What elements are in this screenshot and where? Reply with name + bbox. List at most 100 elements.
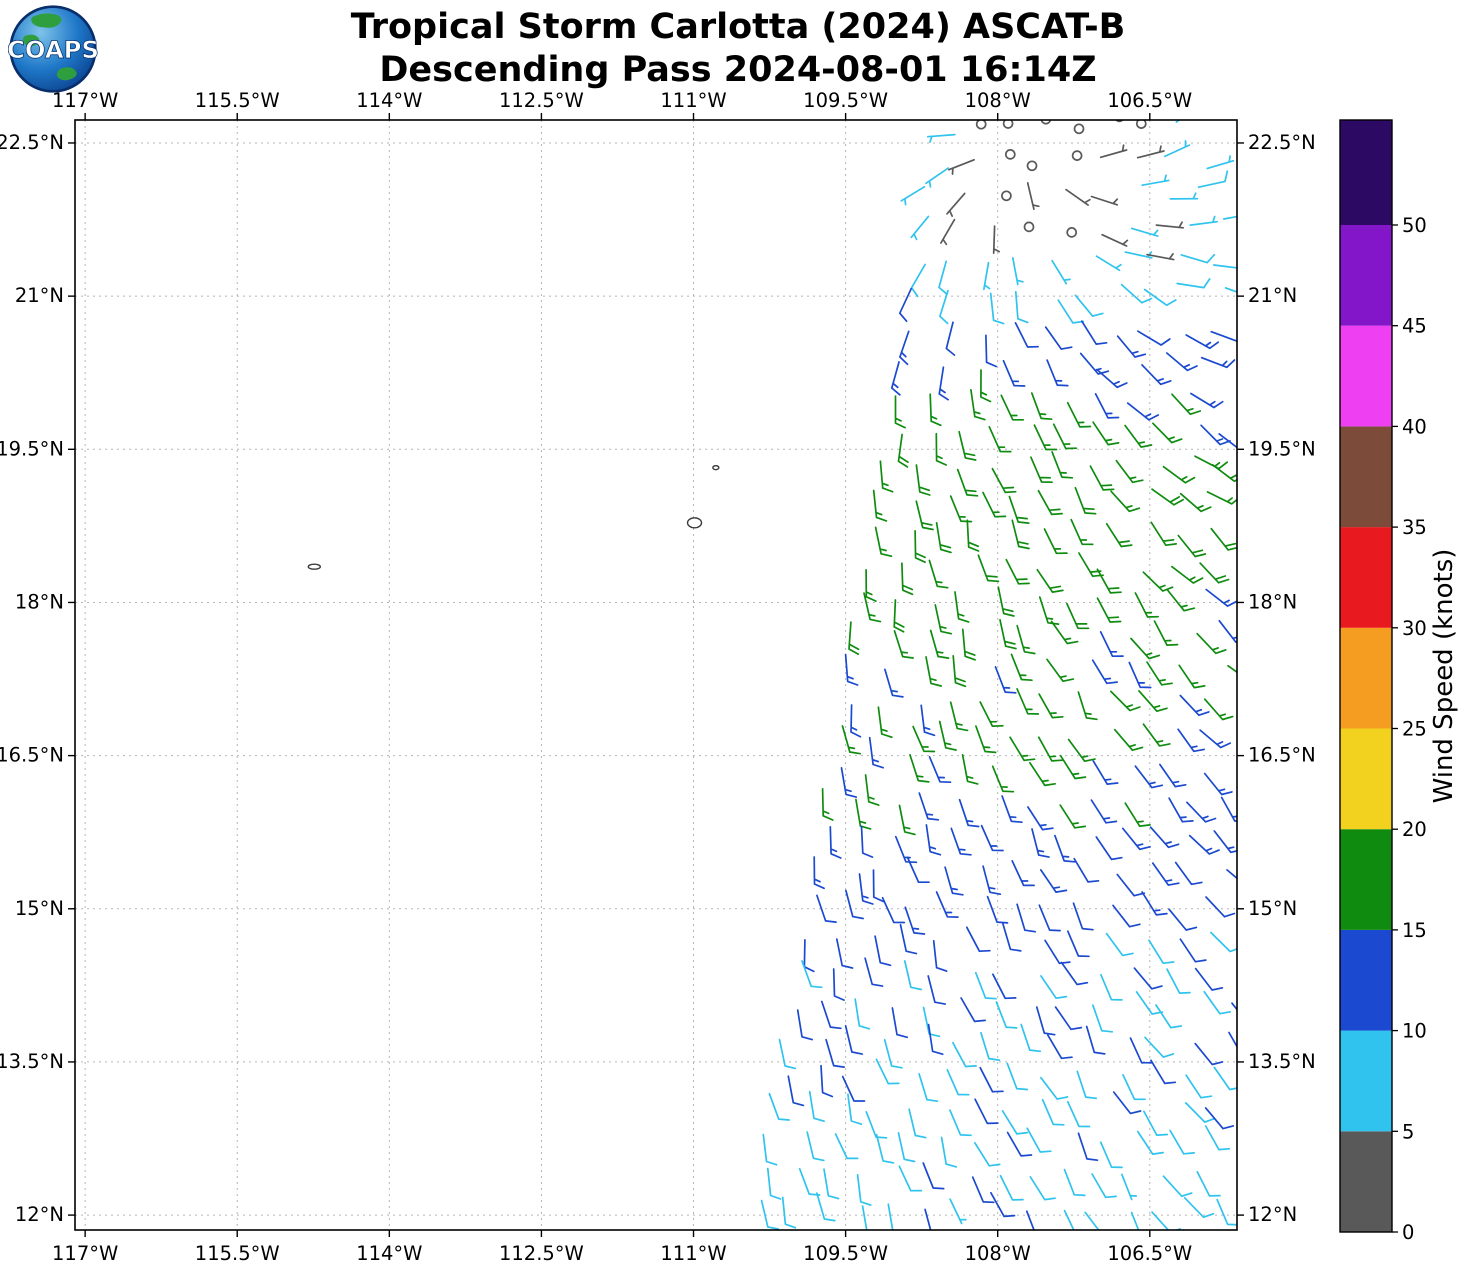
wind-barb bbox=[910, 263, 926, 298]
wind-barb bbox=[840, 766, 858, 798]
wind-barb bbox=[1040, 975, 1068, 1000]
wind-barb bbox=[1038, 904, 1061, 932]
wind-barb bbox=[768, 1092, 790, 1121]
wind-barb bbox=[1204, 1125, 1231, 1151]
wind-barb bbox=[1067, 738, 1096, 763]
wind-barb bbox=[1210, 527, 1237, 551]
x-tick-label-bottom: 117°W bbox=[52, 1242, 118, 1264]
y-tick-label-left: 18°N bbox=[15, 590, 64, 613]
wind-barb bbox=[1011, 257, 1024, 286]
wind-barb bbox=[974, 971, 997, 1000]
wind-barb bbox=[1014, 322, 1039, 348]
island-outline bbox=[307, 563, 321, 570]
wind-barb bbox=[1099, 631, 1124, 658]
wind-barb bbox=[1216, 1198, 1237, 1226]
wind-barb bbox=[1168, 908, 1198, 931]
wind-barb bbox=[813, 856, 825, 890]
wind-barb bbox=[1115, 459, 1144, 484]
colorbar-band bbox=[1340, 1131, 1392, 1232]
wind-barb bbox=[1080, 320, 1108, 345]
wind-barb bbox=[1033, 424, 1058, 451]
wind-barb bbox=[1136, 145, 1165, 159]
wind-barb bbox=[1162, 1175, 1193, 1198]
wind-barb bbox=[1203, 990, 1232, 1015]
wind-barb bbox=[860, 825, 874, 858]
wind-barb bbox=[960, 997, 986, 1023]
wind-barb bbox=[808, 1090, 825, 1123]
wind-barb bbox=[958, 430, 977, 461]
x-tick-label-top: 106.5°W bbox=[1107, 89, 1192, 112]
wind-barb bbox=[1002, 120, 1014, 129]
wind-barb bbox=[1115, 120, 1124, 123]
wind-barb bbox=[798, 1167, 821, 1196]
wind-barb bbox=[1029, 761, 1056, 787]
wind-barb bbox=[1006, 1062, 1029, 1091]
wind-barb bbox=[1036, 568, 1064, 593]
wind-barb bbox=[1185, 1074, 1213, 1099]
wind-barb bbox=[1179, 694, 1210, 717]
wind-barb bbox=[1052, 423, 1078, 450]
wind-barb bbox=[1155, 1004, 1183, 1029]
wind-barb bbox=[1179, 492, 1212, 513]
wind-barb bbox=[778, 1038, 797, 1070]
wind-barb bbox=[874, 935, 892, 967]
wind-barb bbox=[935, 521, 952, 554]
wind-barb bbox=[949, 701, 969, 732]
wind-barb bbox=[900, 185, 926, 206]
y-tick-label-right: 21°N bbox=[1248, 284, 1297, 307]
wind-barb bbox=[1136, 1130, 1164, 1155]
wind-barb bbox=[816, 1192, 836, 1222]
wind-barb bbox=[821, 787, 834, 821]
colorbar-tick-label: 0 bbox=[1402, 1221, 1414, 1244]
map-border bbox=[74, 119, 1238, 1231]
wind-barb bbox=[975, 725, 997, 754]
wind-barb bbox=[1063, 1168, 1086, 1197]
wind-barb bbox=[928, 559, 949, 589]
wind-barb bbox=[1110, 490, 1141, 513]
wind-barb bbox=[879, 460, 894, 493]
wind-barb bbox=[1151, 488, 1184, 506]
wind-barb bbox=[1130, 227, 1159, 237]
wind-barb bbox=[950, 827, 972, 856]
wind-barb bbox=[1096, 568, 1122, 594]
wind-barb bbox=[1085, 1025, 1106, 1055]
wind-barb bbox=[1228, 1031, 1237, 1049]
y-tick-label-right: 12°N bbox=[1248, 1203, 1297, 1226]
wind-barb bbox=[1039, 869, 1068, 893]
wind-barb bbox=[952, 1041, 977, 1068]
wind-barb bbox=[909, 754, 930, 783]
wind-barb bbox=[1044, 326, 1073, 350]
wind-barb bbox=[1089, 465, 1115, 491]
wind-barb bbox=[1092, 1004, 1114, 1033]
wind-barb bbox=[1037, 489, 1063, 516]
wind-barb bbox=[903, 960, 923, 991]
colorbar-band bbox=[1340, 120, 1392, 225]
y-tick-label-right: 15°N bbox=[1248, 897, 1297, 920]
wind-barb bbox=[898, 1165, 923, 1192]
wind-barb bbox=[1199, 562, 1230, 584]
island-outlines bbox=[307, 464, 720, 570]
x-tick-label-top: 115.5°W bbox=[195, 89, 280, 112]
island-outline bbox=[712, 464, 720, 471]
wind-barb bbox=[1122, 1074, 1146, 1101]
wind-barb bbox=[991, 765, 1015, 793]
wind-barb bbox=[1174, 861, 1203, 886]
wind-barb bbox=[847, 1093, 863, 1126]
wind-barb bbox=[989, 292, 1005, 325]
wind-barb bbox=[1051, 259, 1071, 285]
wind-barb bbox=[1203, 698, 1234, 721]
wind-barb bbox=[803, 938, 815, 973]
wind-barb bbox=[1026, 160, 1038, 172]
wind-barb bbox=[980, 1031, 1001, 1061]
wind-barb bbox=[992, 973, 1017, 1000]
wind-barb bbox=[971, 1176, 995, 1204]
colorbar-band bbox=[1340, 929, 1392, 1031]
wind-barb bbox=[1092, 760, 1119, 785]
wind-barb bbox=[1150, 1059, 1177, 1085]
wind-barb bbox=[1095, 836, 1123, 861]
wind-barb bbox=[994, 666, 1017, 694]
wind-barb bbox=[1002, 359, 1026, 387]
wind-barb bbox=[897, 1132, 916, 1163]
island-outline bbox=[686, 517, 703, 529]
